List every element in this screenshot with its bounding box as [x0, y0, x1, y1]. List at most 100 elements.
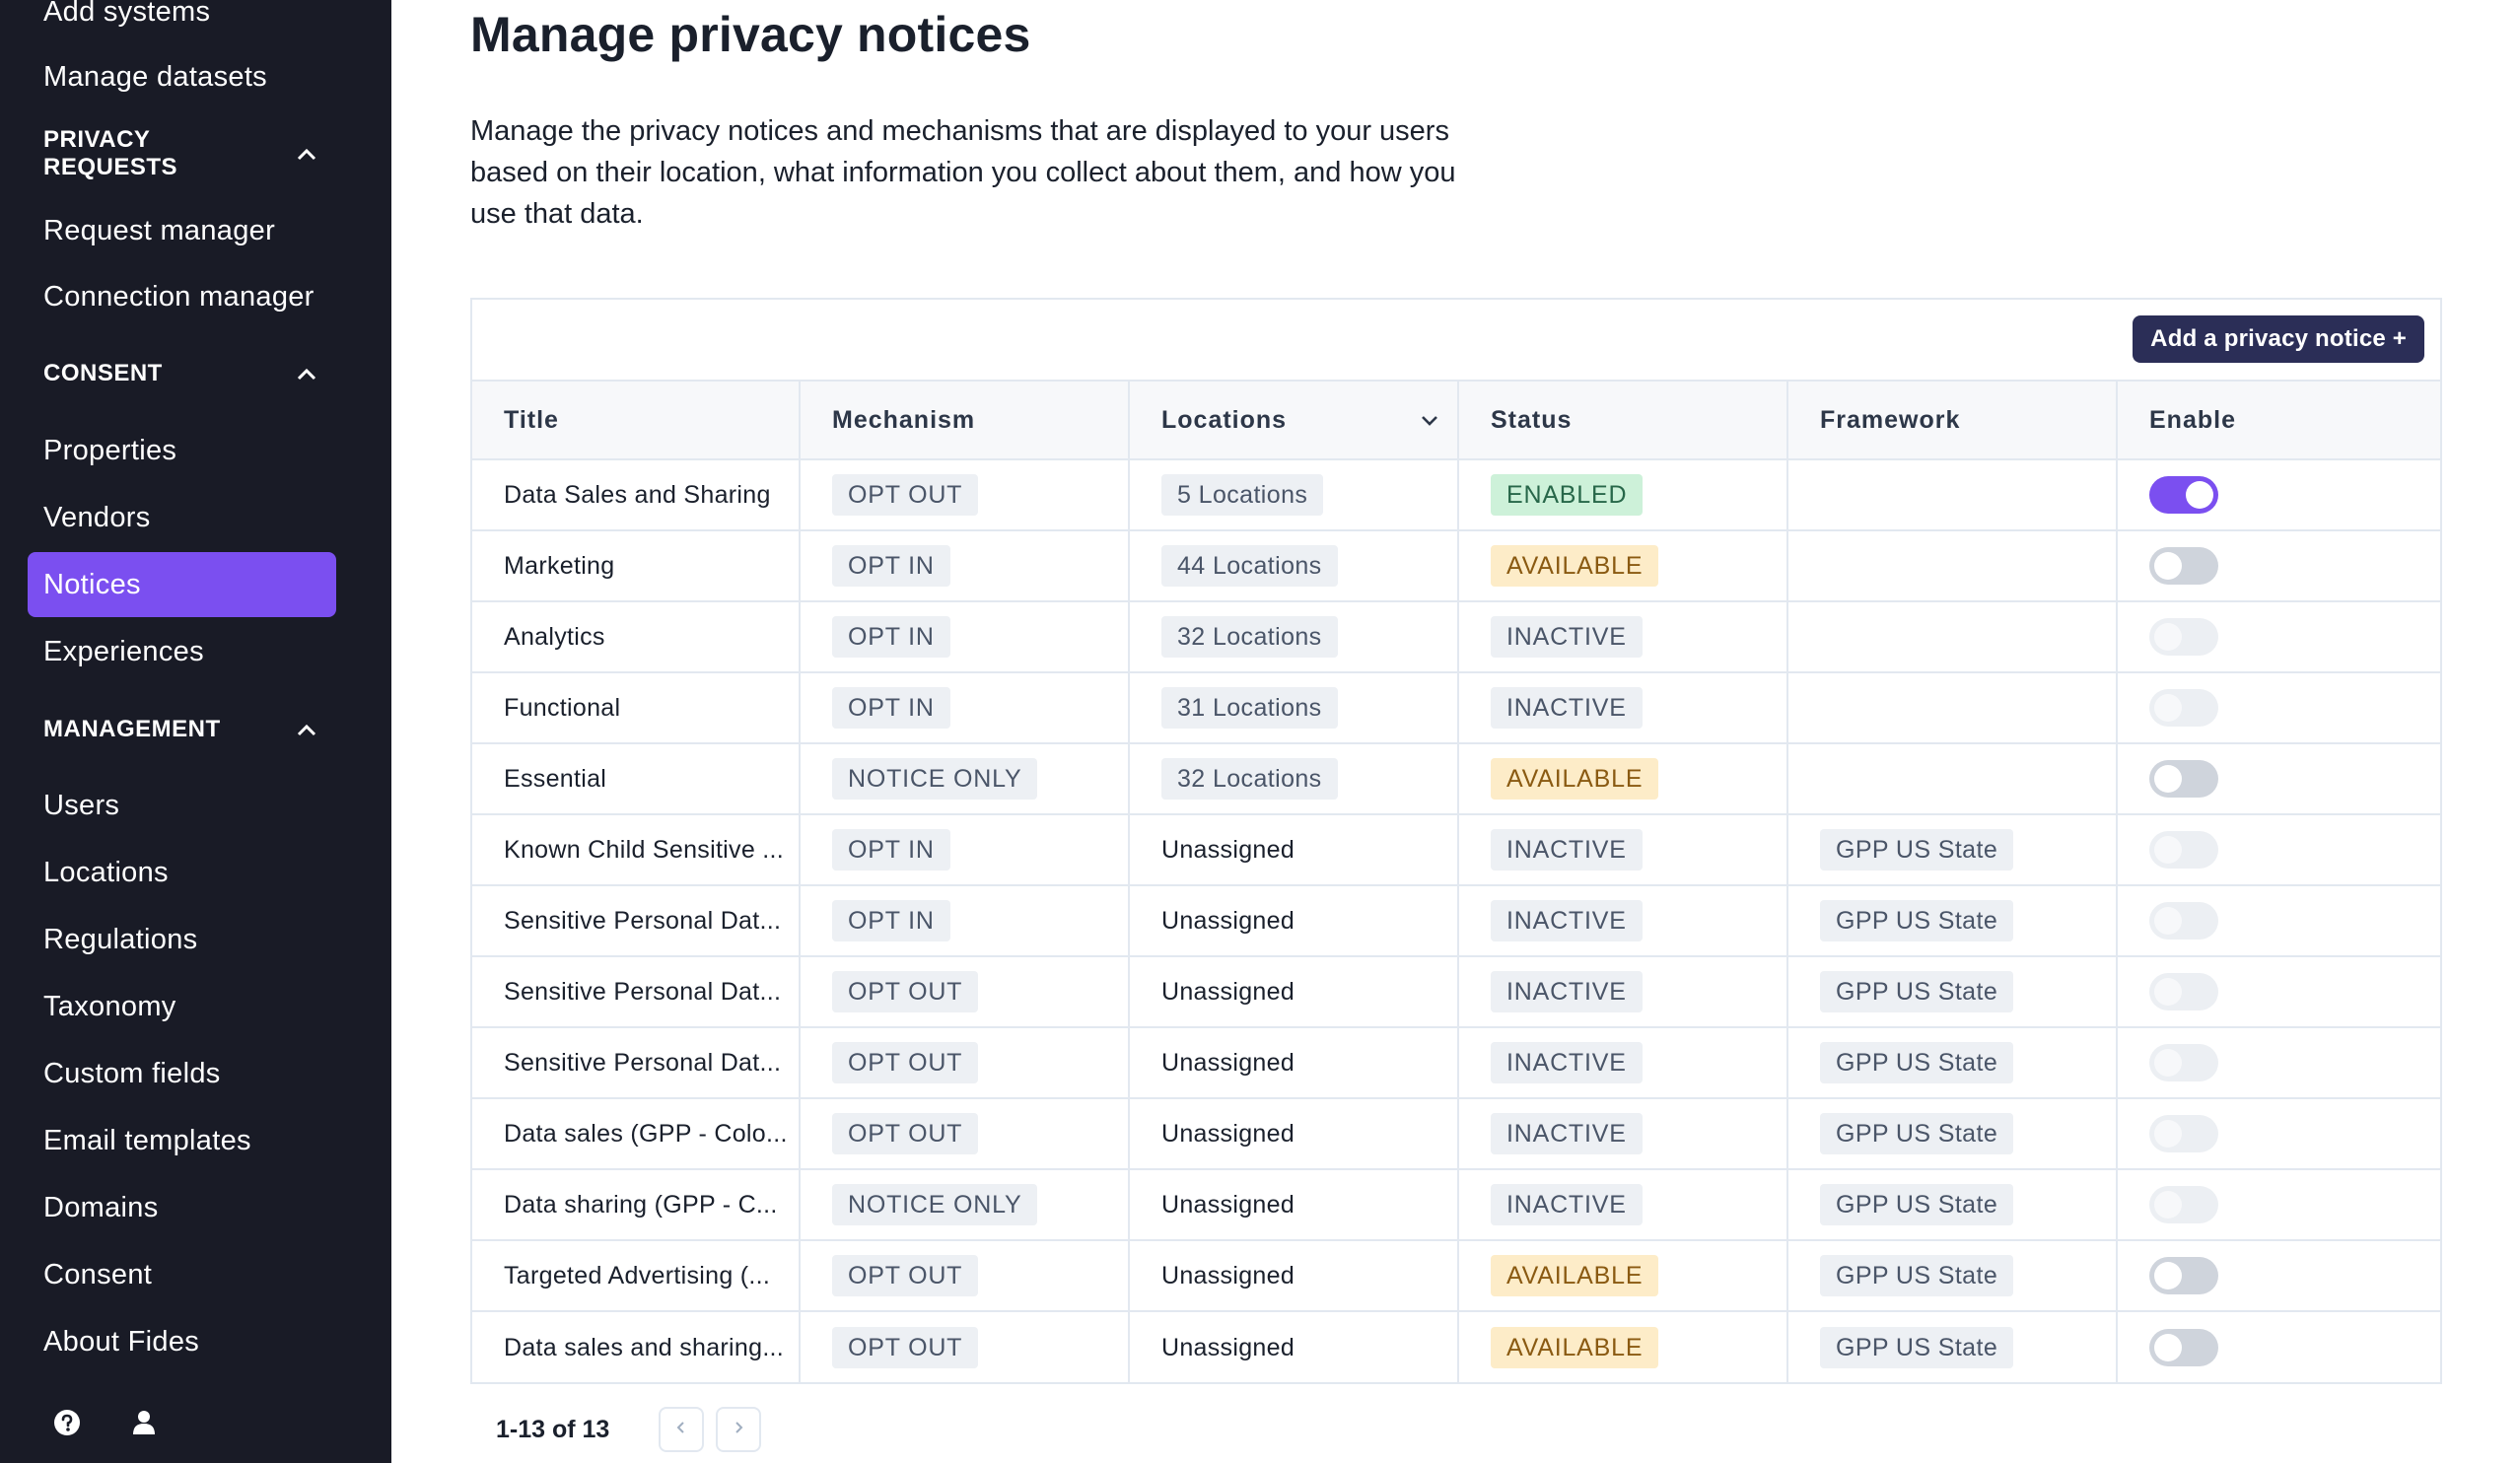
enable-toggle[interactable] — [2149, 1329, 2218, 1366]
table-row[interactable]: Data sales (GPP - Colo... OPT OUT Unassign… — [472, 1099, 2440, 1170]
sidebar-item-custom-fields[interactable]: Custom fields — [43, 1057, 221, 1089]
table-row[interactable]: Analytics OPT IN 32 Locations INACTIVE — [472, 602, 2440, 673]
next-page-button[interactable] — [716, 1407, 761, 1452]
cell-title[interactable]: Known Child Sensitive ... — [472, 815, 801, 884]
table-row[interactable]: Data sales and sharing... OPT OUT Unassign… — [472, 1312, 2440, 1383]
cell-title[interactable]: Data Sales and Sharing — [472, 460, 801, 529]
enable-toggle[interactable] — [2149, 973, 2218, 1010]
cell-locations: 31 Locations — [1130, 673, 1459, 742]
notice-title: Known Child Sensitive ... — [504, 835, 785, 864]
cell-locations: Unassigned — [1130, 957, 1459, 1026]
sidebar-section-consent[interactable]: CONSENT — [43, 354, 319, 393]
sidebar-item-connection-manager[interactable]: Connection manager — [43, 280, 315, 313]
table-row[interactable]: Targeted Advertising (... OPT OUT Unassign… — [472, 1241, 2440, 1312]
framework-tag: GPP US State — [1820, 1113, 2014, 1154]
table-row[interactable]: Known Child Sensitive ... OPT IN Unassigne… — [472, 815, 2440, 886]
sidebar-item-manage-datasets[interactable]: Manage datasets — [43, 60, 267, 93]
cell-enable — [2118, 1241, 2440, 1310]
enable-toggle[interactable] — [2149, 831, 2218, 869]
cell-title[interactable]: Targeted Advertising (... — [472, 1241, 801, 1310]
framework-tag: GPP US State — [1820, 971, 2014, 1012]
cell-title[interactable]: Analytics — [472, 602, 801, 671]
cell-title[interactable]: Data sales and sharing... — [472, 1312, 801, 1383]
sidebar-item-consent[interactable]: Consent — [43, 1258, 153, 1290]
cell-mechanism: OPT IN — [801, 815, 1130, 884]
previous-page-button[interactable] — [659, 1407, 704, 1452]
cell-title[interactable]: Functional — [472, 673, 801, 742]
cell-framework — [1788, 673, 2118, 742]
framework-tag: GPP US State — [1820, 900, 2014, 941]
sidebar-item-experiences[interactable]: Experiences — [43, 635, 204, 667]
enable-toggle[interactable] — [2149, 547, 2218, 585]
sidebar-item-locations[interactable]: Locations — [43, 856, 169, 888]
locations-tag: 5 Locations — [1161, 474, 1324, 516]
cell-title[interactable]: Sensitive Personal Dat... — [472, 1028, 801, 1097]
locations-text: Unassigned — [1161, 1333, 1295, 1361]
mechanism-tag: OPT IN — [832, 900, 950, 941]
cell-locations: Unassigned — [1130, 1099, 1459, 1168]
table-row[interactable]: Essential NOTICE ONLY 32 Locations AVAILABL… — [472, 744, 2440, 815]
column-header-status: Status — [1459, 382, 1788, 458]
sidebar-section-privacy-requests[interactable]: PRIVACY REQUESTS — [43, 126, 319, 180]
cell-title[interactable]: Data sharing (GPP - C... — [472, 1170, 801, 1239]
sidebar-section-management[interactable]: MANAGEMENT — [43, 710, 319, 749]
sidebar-item-domains[interactable]: Domains — [43, 1191, 159, 1223]
enable-toggle[interactable] — [2149, 689, 2218, 727]
column-header-locations[interactable]: Locations — [1130, 382, 1459, 458]
sidebar-item-add-systems[interactable]: Add systems — [43, 0, 211, 28]
cell-mechanism: OPT OUT — [801, 1099, 1130, 1168]
chevron-down-icon[interactable] — [1416, 407, 1443, 435]
table-row[interactable]: Data Sales and Sharing OPT OUT 5 Locations… — [472, 460, 2440, 531]
locations-text: Unassigned — [1161, 1261, 1295, 1289]
table-row[interactable]: Sensitive Personal Dat... OPT OUT Unassign… — [472, 1028, 2440, 1099]
cell-title[interactable]: Marketing — [472, 531, 801, 600]
table-row[interactable]: Sensitive Personal Dat... OPT OUT Unassign… — [472, 957, 2440, 1028]
table-row[interactable]: Functional OPT IN 31 Locations INACTIVE — [472, 673, 2440, 744]
sidebar-item-users[interactable]: Users — [43, 789, 120, 821]
sidebar-item-request-manager[interactable]: Request manager — [43, 214, 276, 246]
locations-text: Unassigned — [1161, 906, 1295, 935]
enable-toggle[interactable] — [2149, 902, 2218, 940]
table-row[interactable]: Marketing OPT IN 44 Locations AVAILABLE — [472, 531, 2440, 602]
sidebar-item-taxonomy[interactable]: Taxonomy — [43, 990, 176, 1022]
enable-toggle[interactable] — [2149, 1257, 2218, 1294]
notice-title: Data sales and sharing... — [504, 1333, 785, 1361]
sidebar-item-vendors[interactable]: Vendors — [43, 501, 151, 533]
cell-framework: GPP US State — [1788, 957, 2118, 1026]
sidebar-item-regulations[interactable]: Regulations — [43, 923, 198, 955]
table-row[interactable]: Sensitive Personal Dat... OPT IN Unassigne… — [472, 886, 2440, 957]
help-icon[interactable] — [52, 1408, 82, 1437]
cell-status: ENABLED — [1459, 460, 1788, 529]
status-badge: AVAILABLE — [1491, 545, 1659, 587]
enable-toggle[interactable] — [2149, 618, 2218, 656]
cell-title[interactable]: Sensitive Personal Dat... — [472, 957, 801, 1026]
toggle-knob — [2154, 907, 2182, 935]
mechanism-tag: OPT OUT — [832, 1042, 979, 1083]
sidebar-item-about-fides[interactable]: About Fides — [43, 1325, 200, 1358]
cell-title[interactable]: Data sales (GPP - Colo... — [472, 1099, 801, 1168]
cell-enable — [2118, 1099, 2440, 1168]
sidebar-item-email-templates[interactable]: Email templates — [43, 1124, 251, 1156]
toggle-knob — [2154, 1334, 2182, 1361]
sidebar-item-notices[interactable]: Notices — [28, 552, 336, 617]
enable-toggle[interactable] — [2149, 760, 2218, 798]
enable-toggle[interactable] — [2149, 1115, 2218, 1152]
enable-toggle[interactable] — [2149, 1044, 2218, 1081]
sidebar-section-title: PRIVACY REQUESTS — [43, 126, 178, 180]
user-icon[interactable] — [129, 1408, 159, 1437]
enable-toggle[interactable] — [2149, 1186, 2218, 1223]
enable-toggle[interactable] — [2149, 476, 2218, 514]
cell-locations: 44 Locations — [1130, 531, 1459, 600]
cell-title[interactable]: Essential — [472, 744, 801, 813]
sidebar-item-properties[interactable]: Properties — [43, 434, 177, 466]
table-row[interactable]: Data sharing (GPP - C... NOTICE ONLY Unass… — [472, 1170, 2440, 1241]
mechanism-tag: OPT OUT — [832, 1255, 979, 1296]
notice-title: Targeted Advertising (... — [504, 1261, 771, 1289]
toggle-knob — [2154, 765, 2182, 793]
status-badge: INACTIVE — [1491, 971, 1643, 1012]
add-privacy-notice-button[interactable]: Add a privacy notice + — [2133, 315, 2424, 363]
cell-mechanism: NOTICE ONLY — [801, 1170, 1130, 1239]
cell-title[interactable]: Sensitive Personal Dat... — [472, 886, 801, 955]
toggle-knob — [2154, 978, 2182, 1006]
mechanism-tag: OPT IN — [832, 545, 950, 587]
